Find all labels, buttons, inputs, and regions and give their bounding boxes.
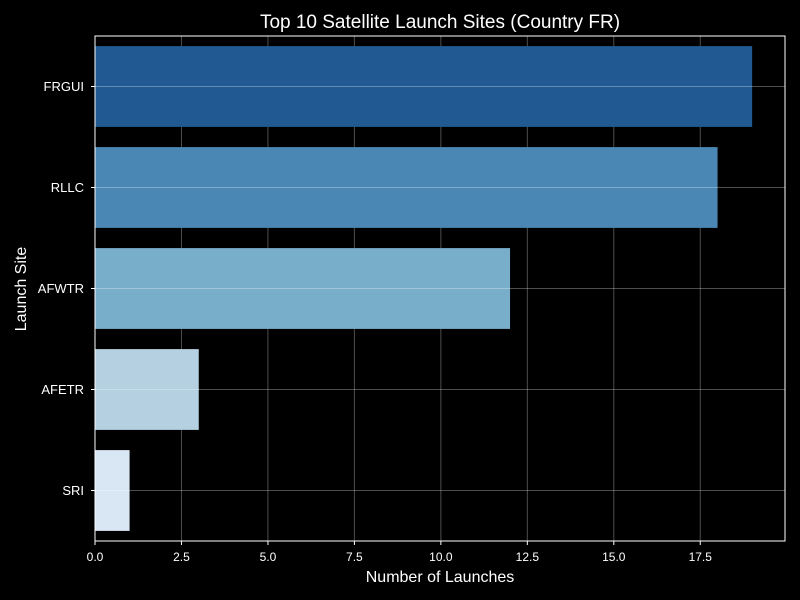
y-tick-label: SRI xyxy=(62,483,84,498)
x-tick-label: 12.5 xyxy=(516,550,540,564)
bar-afetr xyxy=(95,349,199,430)
y-tick-label: AFWTR xyxy=(38,281,84,296)
y-tick-label: FRGUI xyxy=(44,79,84,94)
x-tick-label: 10.0 xyxy=(429,550,453,564)
bar-afwtr xyxy=(95,248,511,329)
x-tick-label: 0.0 xyxy=(87,550,104,564)
chart-title: Top 10 Satellite Launch Sites (Country F… xyxy=(260,12,620,33)
x-tick-label: 17.5 xyxy=(689,550,713,564)
y-tick-label: RLLC xyxy=(51,180,84,195)
x-tick-label: 15.0 xyxy=(602,550,626,564)
x-tick-label: 5.0 xyxy=(260,550,277,564)
bar-frgui xyxy=(95,46,753,127)
bars xyxy=(95,46,785,531)
bar-sri xyxy=(95,450,130,531)
x-tick-label: 2.5 xyxy=(173,550,190,564)
y-axis-label: Launch Site xyxy=(13,247,30,332)
x-axis-label: Number of Launches xyxy=(366,569,515,586)
x-axis-ticks: 0.0 2.5 5.0 7.5 10.0 12.5 15.0 17.5 xyxy=(87,541,713,564)
bar-rllc xyxy=(95,147,718,228)
y-tick-label: AFETR xyxy=(41,382,84,397)
y-axis-ticks: FRGUI RLLC AFWTR AFETR SRI xyxy=(38,79,95,498)
x-tick-label: 7.5 xyxy=(346,550,363,564)
